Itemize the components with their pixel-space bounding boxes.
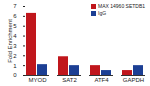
svg-text:5: 5 xyxy=(13,23,17,29)
svg-text:7: 7 xyxy=(13,3,17,9)
svg-text:4: 4 xyxy=(13,33,17,39)
svg-text:SAT2: SAT2 xyxy=(62,77,77,83)
svg-text:ATF4: ATF4 xyxy=(94,77,109,83)
html-text:IgG: IgG xyxy=(98,10,107,16)
svg-text:GAPDH: GAPDH xyxy=(123,77,144,83)
svg-text:Fold Enrichment: Fold Enrichment xyxy=(7,19,13,63)
svg-text:1: 1 xyxy=(13,63,17,69)
svg-text:0: 0 xyxy=(13,72,17,78)
svg-text:6: 6 xyxy=(13,13,17,19)
html-text:MAX 14960 SETDB1: MAX 14960 SETDB1 xyxy=(98,3,145,9)
svg-text:2: 2 xyxy=(13,53,17,59)
svg-text:3: 3 xyxy=(13,43,17,49)
svg-text:MYOD: MYOD xyxy=(29,77,48,83)
